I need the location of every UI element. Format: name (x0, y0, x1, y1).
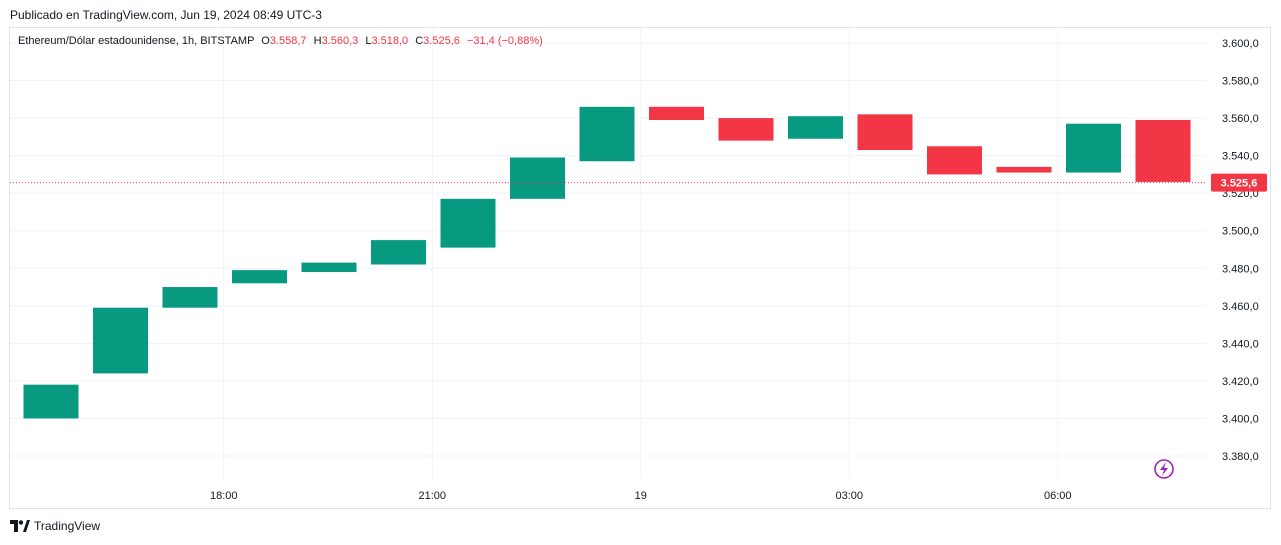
candle[interactable] (1135, 119, 1191, 182)
x-tick-label: 03:00 (835, 490, 863, 502)
candle[interactable] (718, 118, 774, 141)
legend-high-label: H (313, 35, 322, 47)
last-price-label: 3.525,6 (1221, 178, 1258, 190)
y-tick-label: 3.380,0 (1222, 451, 1259, 463)
x-tick-label: 19 (635, 490, 647, 502)
y-tick-label: 3.420,0 (1222, 376, 1259, 388)
candle[interactable] (857, 114, 913, 151)
candle[interactable] (927, 146, 982, 175)
candle[interactable] (440, 198, 496, 248)
y-tick-label: 3.540,0 (1222, 151, 1259, 163)
legend-low-value: 3.518,0 (371, 35, 409, 47)
candle[interactable] (301, 262, 357, 273)
legend-close-label: C (415, 35, 424, 47)
legend-low-label: L (365, 35, 372, 47)
chart-legend: Ethereum/Dólar estadounidense, 1h, BITST… (18, 35, 543, 47)
candle[interactable] (232, 270, 287, 284)
chart-frame[interactable] (9, 27, 1271, 509)
y-tick-label: 3.560,0 (1222, 113, 1259, 125)
legend-open-value: 3.558,7 (269, 35, 307, 47)
tradingview-logo-icon (10, 520, 30, 532)
candle[interactable] (510, 157, 565, 199)
candle[interactable] (93, 307, 148, 374)
lightning-icon[interactable] (1154, 459, 1174, 479)
x-tick-label: 06:00 (1044, 490, 1072, 502)
x-tick-label: 18:00 (210, 490, 238, 502)
candle[interactable] (23, 384, 79, 419)
candle[interactable] (162, 287, 218, 308)
legend-open-label: O (261, 35, 270, 47)
candle[interactable] (649, 106, 704, 120)
y-tick-label: 3.500,0 (1222, 226, 1259, 238)
footer-brand[interactable]: TradingView (10, 519, 100, 533)
y-tick-label: 3.580,0 (1222, 76, 1259, 88)
published-caption: Publicado en TradingView.com, Jun 19, 20… (10, 8, 322, 22)
y-tick-label: 3.400,0 (1222, 413, 1259, 425)
x-tick-label: 21:00 (418, 490, 446, 502)
legend-symbol: Ethereum/Dólar estadounidense, 1h, BITST… (18, 35, 255, 47)
y-tick-label: 3.600,0 (1222, 38, 1259, 50)
candle[interactable] (579, 106, 635, 162)
candle[interactable] (1066, 123, 1121, 173)
y-tick-label: 3.480,0 (1222, 263, 1259, 275)
legend-high-value: 3.560,3 (321, 35, 359, 47)
legend-close-value: 3.525,6 (423, 35, 460, 47)
candle[interactable] (371, 240, 426, 265)
last-price-badge (1211, 173, 1267, 192)
candle[interactable] (788, 116, 843, 139)
candle[interactable] (996, 166, 1052, 173)
y-tick-label: 3.440,0 (1222, 338, 1259, 350)
footer-brand-label: TradingView (34, 519, 101, 533)
y-tick-label: 3.460,0 (1222, 301, 1259, 313)
legend-change: −31,4 (−0,88%) (466, 35, 543, 47)
